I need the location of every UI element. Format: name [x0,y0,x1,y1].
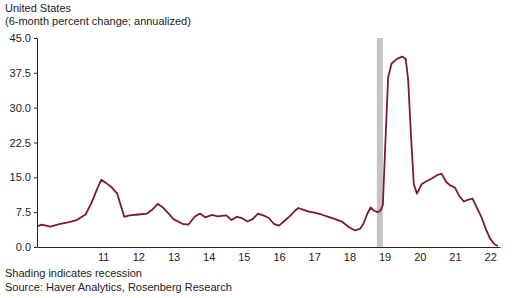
x-tick: 12 [133,247,145,263]
x-tick-label: 16 [273,251,285,263]
y-tick-mark [34,38,37,39]
footnote: Source: Haver Analytics, Rosenberg Resea… [5,281,232,293]
x-tick-label: 18 [344,251,356,263]
x-tick-label: 21 [449,251,461,263]
y-tick: 30.0 [10,102,37,114]
x-axis: 11 12 13 14 15 16 17 18 19 20 21 22 [38,247,501,263]
y-tick: 22.5 [10,137,37,149]
x-tick: 19 [379,247,391,263]
x-tick-label: 14 [203,251,215,263]
chart-title: United States [5,2,72,14]
y-tick-label: 7.5 [16,206,31,218]
y-tick-mark [34,143,37,144]
y-tick: 37.5 [10,67,37,79]
y-tick-mark [34,108,37,109]
footnote: Shading indicates recession [5,267,142,279]
y-tick: 15.0 [10,171,37,183]
x-tick-label: 13 [168,251,180,263]
data-line [38,57,498,246]
chart-subtitle: (6-month percent change; annualized) [5,15,191,27]
x-tick-label: 15 [238,251,250,263]
chart-container: United States(6-month percent change; an… [0,0,512,298]
y-tick-mark [34,247,37,248]
y-axis-line [37,39,38,248]
x-tick-label: 22 [485,251,497,263]
y-tick-label: 15.0 [10,171,31,183]
x-tick: 16 [273,247,285,263]
x-tick: 14 [203,247,215,263]
x-tick: 21 [449,247,461,263]
y-tick: 7.5 [16,206,37,218]
x-tick-label: 11 [98,251,109,263]
x-tick-label: 20 [414,251,426,263]
y-tick-mark [34,177,37,178]
x-tick: 17 [309,247,321,263]
x-tick-label: 17 [309,251,321,263]
x-tick: 18 [344,247,356,263]
x-axis-line [38,247,501,248]
x-tick-label: 12 [133,251,145,263]
x-tick: 22 [485,247,497,263]
y-tick-mark [34,73,37,74]
y-tick-label: 37.5 [10,67,31,79]
y-axis: 0.0 7.5 15.0 22.5 30.0 37.5 45.0 [10,32,38,253]
plot-area: 0.0 7.5 15.0 22.5 30.0 37.5 45.0 11 12 13 14 15 16 17… [10,32,501,263]
x-tick-label: 19 [379,251,391,263]
y-tick-label: 30.0 [10,102,31,114]
x-tick: 11 [98,247,109,263]
x-tick: 15 [238,247,250,263]
chart-svg: United States(6-month percent change; an… [0,0,512,298]
y-tick-label: 0.0 [16,241,31,253]
marks [38,38,498,247]
recession-band [377,38,383,247]
x-tick: 20 [414,247,426,263]
y-tick-mark [34,212,37,213]
y-tick-label: 22.5 [10,137,31,149]
y-tick: 45.0 [10,32,37,44]
y-tick-label: 45.0 [10,32,31,44]
y-tick: 0.0 [16,241,37,253]
x-tick: 13 [168,247,180,263]
